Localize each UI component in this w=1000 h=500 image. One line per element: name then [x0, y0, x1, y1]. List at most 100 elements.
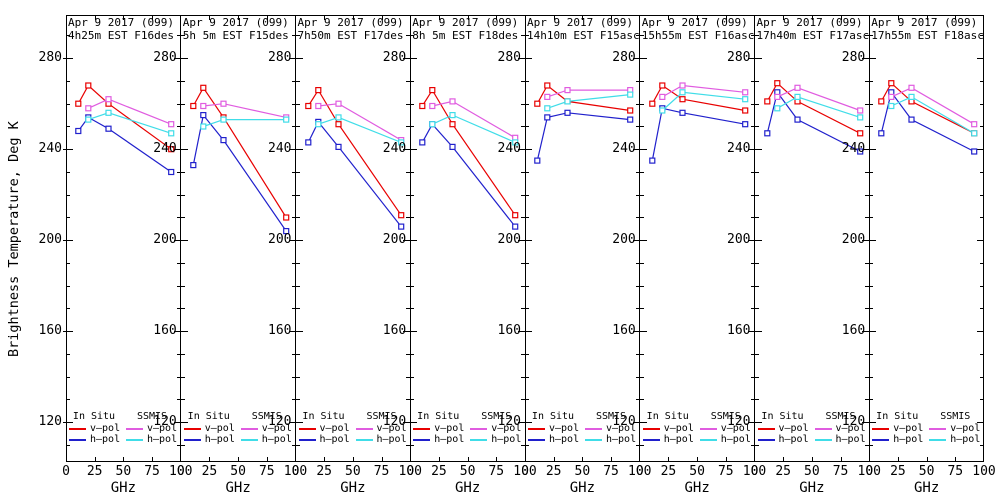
y-minor-tick: [291, 353, 296, 355]
y-minor-tick: [869, 217, 874, 219]
y-minor-tick: [295, 103, 300, 105]
x-tick-label: 50: [230, 464, 246, 479]
data-point-marker: [512, 223, 519, 230]
y-minor-tick: [180, 444, 185, 446]
legend-insitu-hpol-label: h–pol: [663, 434, 694, 445]
data-point-marker: [773, 80, 780, 87]
series-insitu-h-pol-line: [651, 107, 746, 161]
y-minor-tick: [980, 353, 984, 355]
data-point-marker: [627, 107, 634, 114]
legend-insitu-hpol-label: h–pol: [434, 434, 465, 445]
legend-ssmis-header: SSMIS: [595, 411, 627, 422]
x-tick-label: 0: [521, 464, 529, 479]
y-major-tick: [288, 149, 296, 151]
y-major-tick: [751, 58, 762, 60]
y-major-tick: [63, 331, 73, 333]
data-point-marker: [564, 86, 571, 94]
x-top-tick: [811, 15, 813, 20]
y-minor-tick: [525, 399, 529, 401]
series-ssmis-v-pol-line: [317, 103, 402, 141]
y-minor-tick: [291, 308, 296, 310]
x-top-tick: [352, 15, 354, 20]
y-minor-tick: [869, 444, 874, 446]
y-minor-tick: [750, 399, 755, 401]
data-point-marker: [449, 121, 456, 128]
y-major-tick: [177, 58, 188, 60]
y-minor-tick: [754, 217, 759, 219]
y-minor-tick: [66, 194, 70, 196]
legend-ssmis-vpol-swatch: [585, 428, 602, 430]
y-minor-tick: [66, 353, 70, 355]
panel-title-time: 17h40m EST F17asc: [756, 29, 870, 42]
panel-title-date: Apr 9 2017 (099): [182, 16, 289, 29]
series-insitu-v-pol-line: [766, 82, 860, 134]
x-top-tick: [611, 15, 613, 20]
y-minor-tick: [410, 217, 415, 219]
legend-insitu-vpol-swatch: [528, 428, 545, 430]
chart-panel: Apr 9 2017 (099) 14h10m EST F15asc 120 160 2…: [498, 15, 651, 496]
y-tick-label: 120: [612, 414, 636, 430]
y-minor-tick: [66, 35, 70, 37]
y-major-tick: [407, 331, 418, 333]
y-major-tick: [403, 149, 411, 151]
legend-ssmis-hpol-label: h–pol: [606, 434, 637, 445]
y-minor-tick: [66, 103, 70, 105]
legend-ssmis-vpol-swatch: [240, 428, 258, 430]
data-point-marker: [419, 102, 426, 110]
x-top-tick: [324, 15, 326, 20]
y-minor-tick: [176, 376, 181, 378]
y-minor-tick: [639, 262, 644, 264]
y-minor-tick: [525, 262, 529, 264]
x-bottom-tick: [553, 457, 555, 462]
y-major-tick: [632, 240, 640, 242]
y-minor-tick: [635, 126, 640, 128]
y-minor-tick: [66, 80, 70, 82]
y-minor-tick: [410, 444, 415, 446]
y-tick-label: 160: [612, 323, 636, 339]
y-minor-tick: [869, 376, 874, 378]
y-major-tick: [292, 422, 303, 424]
x-tick-label: 0: [176, 464, 185, 479]
x-bottom-tick: [324, 457, 326, 462]
x-tick-label: 25: [775, 464, 792, 479]
data-point-marker: [763, 98, 770, 105]
y-minor-tick: [406, 444, 411, 446]
x-tick-label: 25: [660, 464, 677, 479]
y-major-tick: [862, 331, 870, 333]
data-point-marker: [334, 100, 342, 107]
panel-divider: [639, 15, 641, 462]
legend-ssmis-vpol-label: v–pol: [606, 423, 637, 434]
y-minor-tick: [639, 126, 644, 128]
panel-title-time: 5h 5m EST F15des: [182, 29, 289, 42]
data-point-marker: [282, 214, 290, 221]
x-bottom-tick: [381, 457, 383, 462]
y-major-tick: [866, 422, 877, 424]
y-tick-label: 120: [382, 414, 407, 430]
series-ssmis-v-pol-line: [432, 100, 516, 139]
y-minor-tick: [410, 308, 415, 310]
series-insitu-h-pol-line: [766, 90, 860, 153]
data-point-marker: [85, 105, 92, 112]
y-minor-tick: [406, 126, 411, 128]
y-minor-tick: [980, 217, 984, 219]
x-top-tick: [897, 15, 899, 20]
y-tick-label: 240: [153, 141, 177, 157]
panel-plot-area: [304, 86, 404, 230]
x-top-tick: [697, 15, 699, 20]
y-minor-tick: [869, 126, 874, 128]
y-minor-tick: [754, 194, 759, 196]
legend-insitu-vpol-swatch: [642, 428, 660, 430]
data-point-marker: [658, 107, 666, 114]
x-bottom-tick: [496, 457, 498, 462]
y-minor-tick: [291, 444, 296, 446]
y-major-tick: [518, 331, 525, 333]
y-minor-tick: [410, 171, 415, 173]
panel-title-time: 17h55m EST F18asc: [871, 29, 984, 42]
y-major-tick: [177, 240, 188, 242]
y-major-tick: [288, 58, 296, 60]
y-major-tick: [632, 58, 640, 60]
legend-ssmis-vpol-swatch: [470, 428, 488, 430]
data-point-marker: [397, 223, 404, 230]
data-point-marker: [220, 116, 227, 123]
